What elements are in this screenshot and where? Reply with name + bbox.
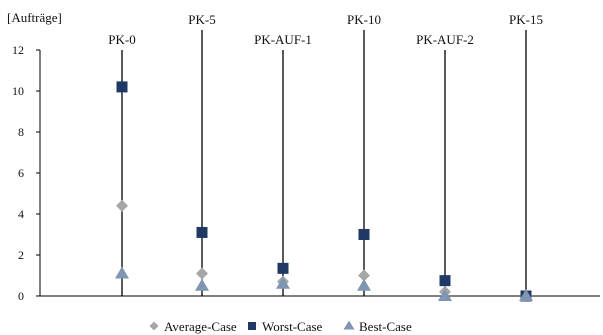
legend-marker (248, 322, 256, 330)
category-label: PK-10 (347, 12, 381, 27)
category-label: PK-AUF-2 (416, 32, 474, 47)
legend: Average-Case Worst-Case Best-Case (149, 319, 412, 334)
average-case-point (358, 269, 370, 282)
legend-marker (149, 321, 159, 331)
category-label: PK-15 (509, 12, 543, 27)
worst-case-point (196, 226, 208, 238)
legend-label: Average-Case (164, 319, 237, 334)
worst-case-point (277, 262, 289, 274)
worst-case-point (358, 229, 370, 240)
best-case-point (519, 289, 533, 301)
legend-label: Worst-Case (262, 319, 323, 334)
average-case-point (196, 267, 208, 280)
category-label: PK-5 (188, 12, 215, 27)
y-tick-label: 6 (18, 166, 24, 180)
legend-label: Best-Case (359, 319, 412, 334)
best-case-point (438, 289, 452, 301)
category-label: PK-AUF-1 (254, 32, 312, 47)
average-case-point (116, 199, 128, 212)
y-tick-label: 0 (18, 289, 24, 303)
y-tick-label: 12 (12, 43, 24, 57)
y-axis-label: [Aufträge] (7, 10, 62, 25)
best-case-point (276, 276, 290, 289)
y-tick-label: 2 (18, 248, 24, 262)
best-case-point (357, 278, 371, 291)
category-label: PK-0 (108, 32, 135, 47)
worst-case-point (116, 81, 128, 93)
best-case-point (115, 266, 129, 279)
y-tick-label: 4 (18, 207, 24, 221)
worst-case-point (439, 275, 451, 287)
y-tick-label: 8 (18, 125, 24, 139)
y-tick-label: 10 (12, 84, 24, 98)
legend-marker (343, 320, 355, 330)
best-case-point (195, 278, 209, 291)
